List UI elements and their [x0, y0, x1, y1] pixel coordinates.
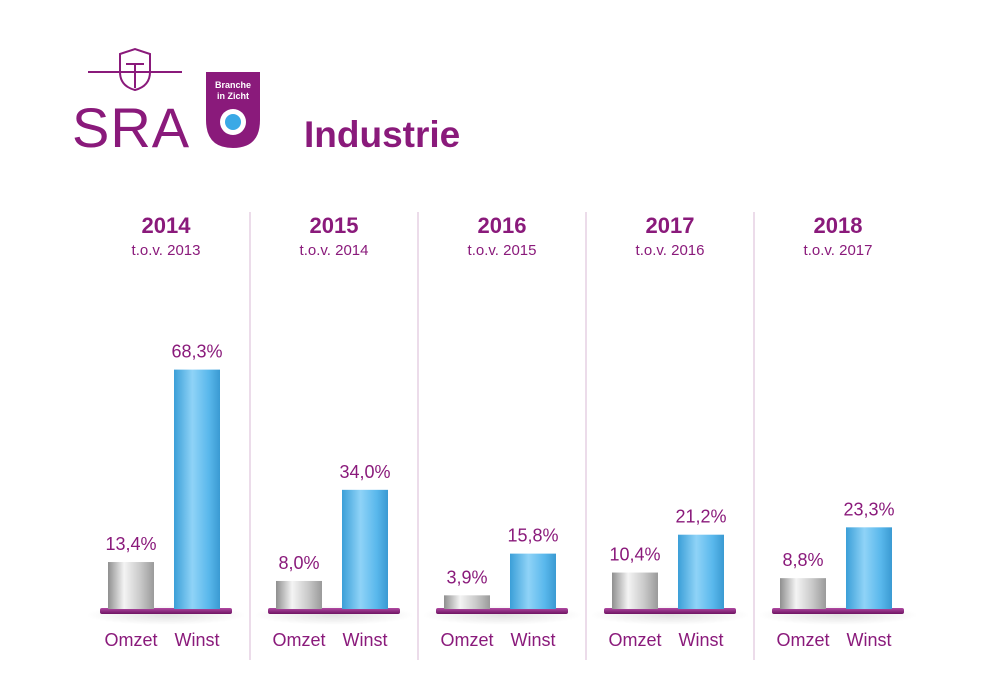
sra-logo-text: SRA: [72, 96, 191, 159]
winst-value-label: 68,3%: [171, 342, 222, 362]
year-label: 2014: [142, 213, 192, 238]
comparison-label: t.o.v. 2017: [804, 242, 873, 259]
omzet-value-label: 8,0%: [278, 553, 319, 573]
winst-category-label: Winst: [679, 630, 724, 650]
badge-line-1: Branche: [214, 80, 251, 90]
year-label: 2015: [310, 213, 359, 238]
winst-value-label: 34,0%: [339, 462, 390, 482]
omzet-category-label: Omzet: [272, 630, 325, 650]
bar-base: [268, 608, 400, 614]
page-title: Industrie: [304, 114, 461, 155]
winst-bar: [510, 553, 556, 609]
bar-base: [436, 608, 568, 614]
winst-category-label: Winst: [847, 630, 892, 650]
comparison-label: t.o.v. 2014: [300, 242, 369, 259]
omzet-category-label: Omzet: [776, 630, 829, 650]
omzet-category-label: Omzet: [440, 630, 493, 650]
omzet-category-label: Omzet: [608, 630, 661, 650]
winst-value-label: 15,8%: [507, 526, 558, 546]
year-label: 2018: [814, 213, 863, 238]
bar-base: [772, 608, 904, 614]
badge-text: Branche in Zicht: [206, 80, 260, 102]
winst-category-label: Winst: [343, 630, 388, 650]
badge-line-2: in Zicht: [217, 91, 249, 101]
winst-category-label: Winst: [175, 630, 220, 650]
omzet-bar: [780, 578, 826, 609]
winst-value-label: 23,3%: [843, 499, 894, 519]
year-label: 2017: [646, 213, 695, 238]
omzet-value-label: 13,4%: [105, 534, 156, 554]
winst-bar: [342, 489, 388, 609]
winst-bar: [846, 527, 892, 609]
omzet-category-label: Omzet: [104, 630, 157, 650]
comparison-label: t.o.v. 2013: [132, 242, 201, 259]
omzet-value-label: 10,4%: [609, 545, 660, 565]
omzet-bar: [276, 580, 322, 609]
branche-in-zicht-badge-icon: [206, 72, 260, 148]
sra-crest-icon: [88, 47, 182, 92]
bar-base: [604, 608, 736, 614]
logo-area: SRA Branche in Zicht Industrie: [0, 0, 520, 180]
omzet-value-label: 3,9%: [446, 567, 487, 587]
bar-base: [100, 608, 232, 614]
winst-bar: [174, 369, 220, 609]
winst-category-label: Winst: [511, 630, 556, 650]
omzet-bar: [444, 595, 490, 609]
omzet-bar: [108, 562, 154, 609]
comparison-label: t.o.v. 2016: [636, 242, 705, 259]
winst-value-label: 21,2%: [675, 507, 726, 527]
winst-bar: [678, 534, 724, 609]
omzet-bar: [612, 572, 658, 609]
comparison-label: t.o.v. 2015: [468, 242, 537, 259]
omzet-value-label: 8,8%: [782, 550, 823, 570]
year-label: 2016: [478, 213, 527, 238]
